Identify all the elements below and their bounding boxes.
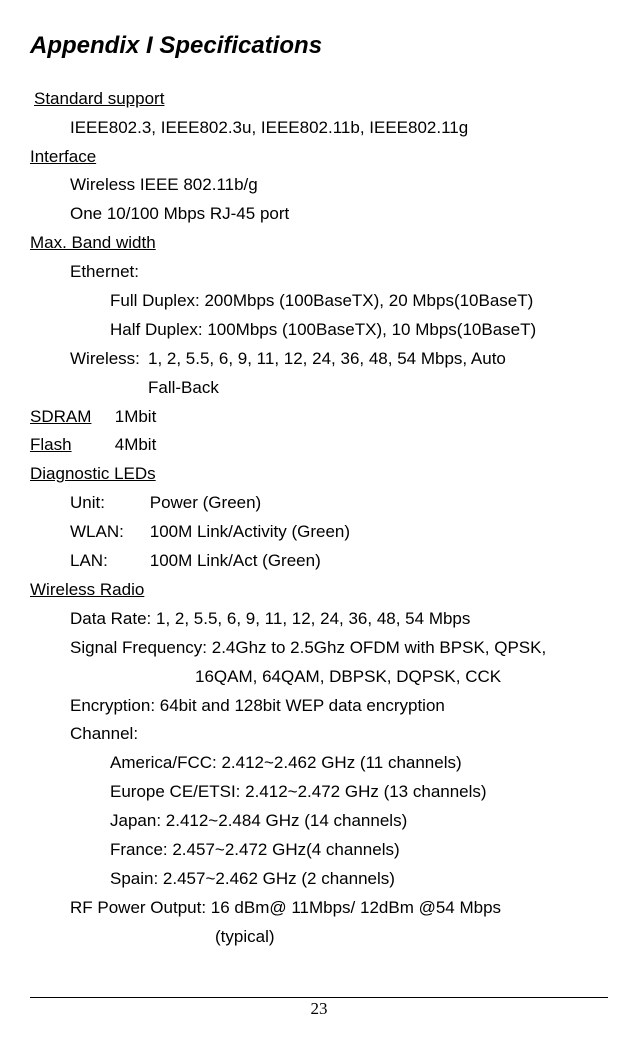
radio-channel-label: Channel: (30, 720, 608, 749)
led-wlan-label: WLAN: (70, 518, 145, 547)
led-unit-label: Unit: (70, 489, 145, 518)
led-lan-value: 100M Link/Act (Green) (150, 551, 321, 570)
radio-ch-france: France: 2.457~2.472 GHz(4 channels) (30, 836, 608, 865)
full-duplex: Full Duplex: 200Mbps (100BaseTX), 20 Mbp… (30, 287, 608, 316)
wireless-label: Wireless: (70, 345, 148, 403)
half-duplex: Half Duplex: 100Mbps (100BaseTX), 10 Mbp… (30, 316, 608, 345)
interface-line2: One 10/100 Mbps RJ-45 port (30, 200, 608, 229)
wireless-line2: Fall-Back (148, 374, 608, 403)
appendix-title: Appendix I Specifications (30, 26, 608, 67)
radio-ch-japan: Japan: 2.412~2.484 GHz (14 channels) (30, 807, 608, 836)
ethernet-label: Ethernet: (30, 258, 608, 287)
radio-ch-spain: Spain: 2.457~2.462 GHz (2 channels) (30, 865, 608, 894)
flash-value: 4Mbit (115, 435, 157, 454)
led-wlan-value: 100M Link/Activity (Green) (150, 522, 350, 541)
interface-line1: Wireless IEEE 802.11b/g (30, 171, 608, 200)
led-unit-value: Power (Green) (150, 493, 261, 512)
standard-support-content: IEEE802.3, IEEE802.3u, IEEE802.11b, IEEE… (30, 114, 608, 143)
radio-data-rate: Data Rate: 1, 2, 5.5, 6, 9, 11, 12, 24, … (30, 605, 608, 634)
radio-ch-europe: Europe CE/ETSI: 2.412~2.472 GHz (13 chan… (30, 778, 608, 807)
radio-ch-america: America/FCC: 2.412~2.462 GHz (11 channel… (30, 749, 608, 778)
wireless-line1: 1, 2, 5.5, 6, 9, 11, 12, 24, 36, 48, 54 … (148, 345, 608, 374)
page-number: 23 (0, 995, 638, 1024)
sdram-value: 1Mbit (115, 407, 157, 426)
interface-heading: Interface (30, 143, 608, 172)
standard-support-heading: Standard support (30, 85, 608, 114)
radio-signal-freq1: Signal Frequency: 2.4Ghz to 2.5Ghz OFDM … (30, 634, 608, 663)
radio-rf-power2: (typical) (30, 923, 608, 952)
radio-rf-power1: RF Power Output: 16 dBm@ 11Mbps/ 12dBm @… (30, 894, 608, 923)
radio-signal-freq2: 16QAM, 64QAM, DBPSK, DQPSK, CCK (30, 663, 608, 692)
sdram-label: SDRAM (30, 403, 110, 432)
bandwidth-heading: Max. Band width (30, 229, 608, 258)
led-lan-label: LAN: (70, 547, 145, 576)
radio-heading: Wireless Radio (30, 576, 608, 605)
radio-encryption: Encryption: 64bit and 128bit WEP data en… (30, 692, 608, 721)
flash-label: Flash (30, 431, 110, 460)
leds-heading: Diagnostic LEDs (30, 460, 608, 489)
